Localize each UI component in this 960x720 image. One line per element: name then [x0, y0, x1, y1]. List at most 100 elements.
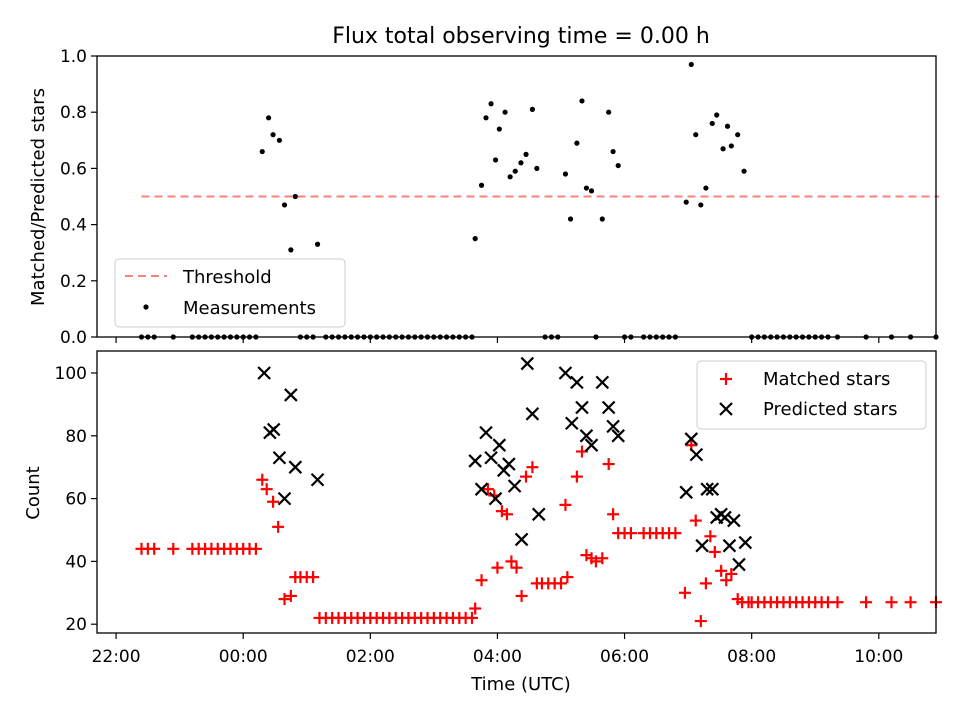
predicted-stars-point [695, 538, 709, 553]
matched-stars-point [596, 552, 609, 565]
matched-stars-point [602, 458, 615, 471]
measurement-point [276, 137, 283, 143]
measurement-point [529, 106, 535, 112]
measurement-point [599, 216, 605, 222]
top-y-tick-label: 0.0 [60, 328, 87, 348]
matched-stars-point [500, 508, 513, 521]
predicted-stars-point [257, 366, 271, 380]
measurement-point [693, 132, 699, 138]
matched-stars-point [704, 530, 717, 543]
x-tick-label: 08:00 [727, 647, 776, 667]
measurement-point [720, 146, 726, 152]
matched-stars-point [559, 498, 572, 511]
measurement-point [488, 101, 494, 107]
matched-stars-point [284, 589, 297, 602]
predicted-legend-label: Predicted stars [763, 399, 897, 420]
matched-stars-point [607, 508, 620, 521]
predicted-stars-point [705, 482, 720, 496]
measurement-point [579, 98, 585, 104]
bottom-axes-frame [96, 350, 937, 634]
predicted-stars-point [288, 460, 303, 474]
matched-stars-point [725, 567, 738, 580]
predicted-stars-point [488, 491, 503, 506]
matched-stars-point [904, 596, 917, 609]
predicted-stars-point [727, 513, 741, 528]
predicted-stars-point [611, 429, 625, 443]
x-tick-label: 04:00 [473, 647, 522, 667]
measurement-point [270, 132, 276, 138]
matched-stars-point [249, 542, 262, 555]
predicted-stars-point [277, 491, 292, 506]
measurement-point [698, 202, 704, 208]
predicted-stars-point [738, 535, 753, 550]
top-y-tick-label: 1.0 [60, 47, 87, 67]
measurement-point [567, 216, 574, 222]
matched-stars-point [466, 611, 479, 624]
bottom-y-tick-label: 20 [65, 615, 87, 635]
predicted-stars-point [468, 454, 482, 468]
measurement-point [534, 165, 540, 171]
measurement-point [562, 171, 569, 177]
measurement-point [615, 162, 621, 169]
matched-stars-point [526, 461, 539, 474]
matched-stars-point [515, 589, 528, 602]
predicted-stars-point [520, 356, 535, 371]
matched-stars-point [167, 542, 180, 555]
matched-stars-point [669, 527, 682, 540]
predicted-stars-point [502, 457, 516, 471]
predicted-stars-point [722, 538, 737, 553]
predicted-legend-swatch [719, 402, 733, 416]
measurement-point [483, 115, 489, 121]
measurement-point [688, 61, 694, 68]
predicted-stars-point [525, 407, 540, 421]
measurement-point [703, 185, 709, 191]
predicted-stars-point [570, 375, 584, 390]
predicted-stars-point [601, 400, 616, 415]
matched-stars-point [831, 596, 844, 609]
measurement-point [492, 157, 499, 163]
predicted-stars-point [514, 532, 529, 547]
matched-stars-point [475, 574, 488, 587]
measurement-point [574, 140, 580, 146]
measurement-point [724, 123, 731, 129]
matched-stars-point [720, 574, 733, 587]
matched-stars-point [278, 593, 291, 606]
predicted-stars-point [492, 438, 507, 452]
predicted-stars-point [718, 510, 732, 525]
predicted-stars-point [558, 366, 573, 380]
matched-stars-point [561, 571, 574, 584]
top-x-ticks [115, 337, 880, 343]
predicted-stars-point [575, 400, 589, 415]
measurement-point [512, 168, 518, 174]
measurement-point [583, 185, 590, 191]
measurement-point [478, 182, 485, 188]
measurement-point [288, 247, 294, 253]
predicted-stars-point [595, 375, 610, 390]
matched-stars-point [510, 561, 523, 574]
predicted-stars-point [584, 438, 599, 452]
predicted-stars-point [531, 507, 546, 522]
predicted-stars-point [565, 416, 579, 431]
matched-legend-swatch [720, 373, 732, 385]
measurement-point [709, 120, 715, 127]
matched-stars-point [699, 577, 712, 590]
measurements-legend-swatch [143, 304, 149, 310]
measurement-point [588, 188, 595, 194]
predicted-stars-point [689, 447, 704, 462]
predicted-stars-point [684, 432, 699, 446]
predicted-stars-point [579, 429, 594, 443]
measurement-point [518, 160, 524, 166]
predicted-stars-point [732, 557, 746, 572]
top-y-tick-label: 0.2 [60, 272, 87, 292]
measurement-point [314, 241, 321, 247]
x-tick-label: 10:00 [854, 647, 903, 667]
bottom-legend: Matched stars Predicted stars [696, 360, 927, 430]
bottom-legend-box [696, 360, 927, 430]
top-legend: Threshold Measurements [114, 258, 346, 328]
matched-stars-point [708, 545, 721, 558]
matched-stars-point [469, 602, 482, 615]
matched-stars-point [491, 561, 504, 574]
matched-stars-point [589, 555, 602, 568]
measurement-point [683, 199, 689, 205]
